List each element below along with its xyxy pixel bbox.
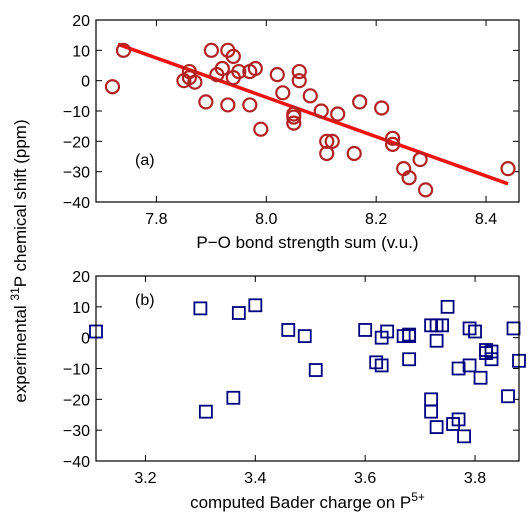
data-point: [291, 73, 307, 89]
data-point: [374, 100, 390, 116]
data-point: [468, 324, 482, 339]
data-point: [484, 352, 499, 367]
x-tick-label: 3.8: [464, 470, 486, 487]
data-point: [484, 344, 499, 359]
data-point: [275, 85, 291, 101]
y-tick-label: 0: [81, 331, 90, 348]
data-point: [231, 306, 246, 320]
y-tick-label: −40: [63, 454, 90, 471]
data-point: [374, 358, 389, 373]
plot-frame: [95, 275, 520, 462]
y-tick-label: −40: [63, 195, 90, 212]
data-point: [286, 115, 302, 131]
data-point: [501, 389, 515, 404]
panel-a: 7.8 8.0 8.2 8.4 −40 −30 −20 −10 0 10 20 (a) P−O bond…: [63, 13, 520, 252]
data-point: [380, 324, 395, 339]
data-point: [457, 429, 471, 444]
data-point: [193, 301, 208, 316]
data-point: [281, 323, 296, 337]
data-point: [242, 97, 258, 113]
data-point: [402, 329, 417, 344]
data-point: [330, 106, 346, 122]
x-axis-label: computed Bader charge on P5+: [190, 490, 425, 512]
data-point: [297, 329, 312, 344]
shared-y-axis-label: experimental 31P chemical shift (ppm): [8, 119, 30, 402]
x-tick-label: 8.4: [475, 211, 497, 228]
x-axis-label-text: computed Bader charge on P: [190, 493, 411, 512]
data-point: [286, 109, 302, 125]
panel-b: 3.2 3.4 3.6 3.8 −40 −30 −20 −10 0 10 20 (b) computed…: [63, 269, 526, 512]
data-point: [346, 145, 362, 162]
y-tick-label: −30: [63, 165, 90, 182]
panel-label: (a): [135, 152, 155, 169]
data-point: [473, 370, 488, 385]
data-point: [248, 298, 263, 313]
x-tick-label: 8.0: [255, 211, 277, 228]
data-point: [324, 133, 340, 149]
y-tick-label: −30: [63, 423, 90, 440]
plot-frame: [95, 19, 520, 203]
x-tick-label: 8.2: [365, 211, 387, 228]
data-point: [308, 363, 323, 377]
x-axis-label-superscript: 5+: [411, 490, 425, 504]
data-point: [451, 361, 466, 376]
data-point: [198, 404, 213, 419]
data-point: [220, 97, 236, 113]
data-point: [291, 63, 307, 80]
data-point: [418, 182, 434, 198]
y-tick-label: 10: [72, 43, 90, 60]
data-point: [198, 94, 214, 110]
data-point: [226, 390, 241, 405]
data-point: [225, 48, 241, 65]
data-point: [401, 170, 417, 186]
data-point: [352, 94, 368, 110]
data-point: [440, 299, 455, 314]
x-tick-label: 3.2: [134, 470, 156, 487]
y-tick-label: −20: [63, 392, 90, 409]
y-tick-label: −10: [63, 362, 90, 379]
data-point: [181, 70, 197, 86]
data-point: [358, 323, 373, 337]
data-point: [385, 136, 401, 152]
x-tick-label: 3.6: [354, 470, 376, 487]
data-point: [247, 60, 263, 77]
data-point: [435, 318, 449, 333]
data-point: [302, 88, 318, 104]
data-point: [115, 42, 132, 58]
data-point: [429, 333, 444, 348]
y-tick-label: 20: [72, 269, 90, 286]
x-axis-label: P−O bond strength sum (v.u.): [196, 233, 418, 252]
data-point: [231, 63, 247, 80]
y-tick-label: −10: [63, 104, 90, 121]
y-tick-label: 0: [81, 74, 90, 91]
data-point: [412, 151, 428, 168]
y-tick-label: −20: [63, 134, 90, 151]
data-point: [424, 392, 439, 407]
data-point: [462, 358, 477, 373]
data-point: [269, 66, 285, 83]
data-point: [429, 420, 444, 434]
x-axis-label-text: P−O bond strength sum (v.u.): [196, 233, 418, 252]
fit-line: [117, 42, 509, 186]
data-point: [253, 121, 269, 137]
data-point: [506, 321, 521, 336]
x-tick-label: 7.8: [145, 211, 167, 228]
y-tick-label: 20: [72, 13, 90, 30]
data-point: [203, 42, 219, 58]
data-point: [402, 352, 417, 367]
panel-label: (b): [135, 292, 155, 309]
y-tick-label: 10: [72, 300, 90, 317]
data-point: [313, 103, 329, 119]
data-point: [451, 412, 466, 427]
x-tick-label: 3.4: [244, 470, 266, 487]
data-point: [500, 161, 516, 177]
data-point: [214, 60, 230, 77]
data-point: [104, 79, 121, 95]
data-point: [319, 145, 335, 162]
data-point: [385, 130, 401, 146]
data-point: [424, 404, 439, 419]
